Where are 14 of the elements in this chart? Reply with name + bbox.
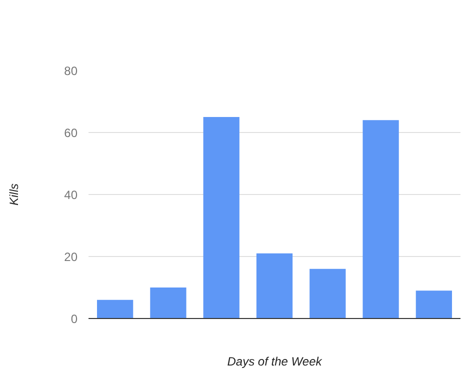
bar [310,268,346,318]
y-tick-label: 0 [70,312,78,326]
bar [97,300,134,318]
y-tick-label: 20 [64,250,78,264]
bar [203,117,240,318]
bar [362,120,399,318]
y-axis-title: Kills [7,183,22,206]
bar [256,253,293,318]
bar [150,288,186,318]
x-axis-title: Days of the Week [227,354,323,368]
y-tick-label: 60 [64,126,78,140]
y-tick-label: 40 [64,188,78,202]
bar [416,290,452,318]
y-tick-label: 80 [64,64,78,78]
